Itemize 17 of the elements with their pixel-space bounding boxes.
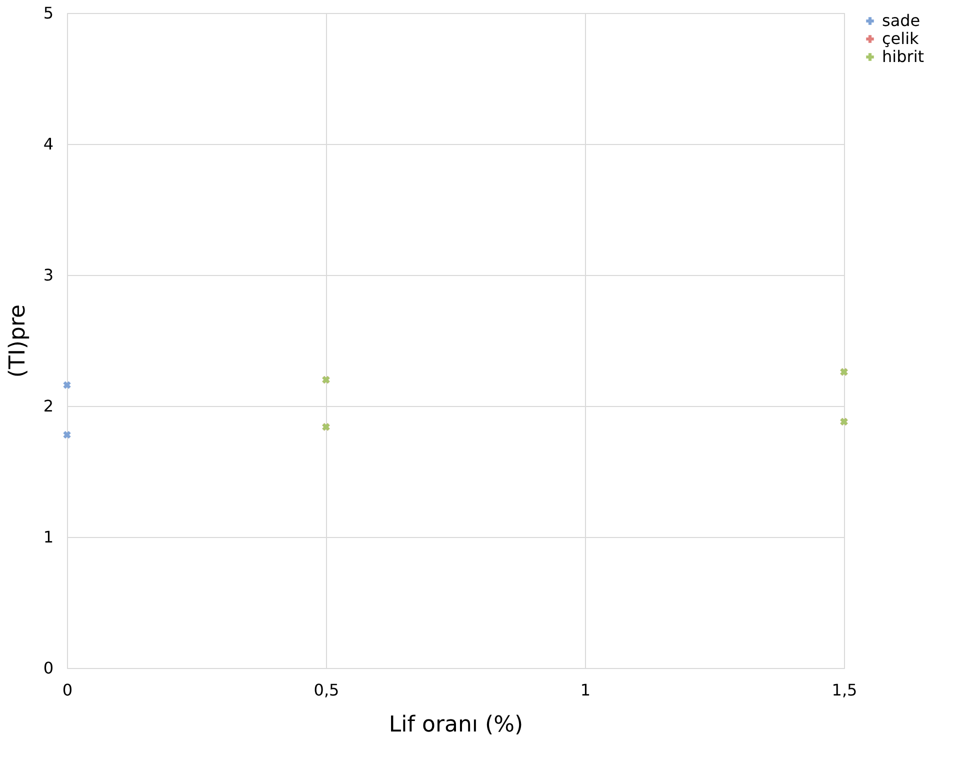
y-tick-label: 4 (43, 134, 54, 154)
x-tick-label: 0,5 (314, 680, 340, 700)
point (63, 381, 71, 389)
x-tick-label: 1,5 (832, 680, 858, 700)
y-tick-label: 2 (43, 396, 54, 416)
legend-label: sade (882, 11, 920, 30)
point (63, 430, 71, 439)
y-tick-label: 1 (43, 528, 54, 546)
x-tick-label: 0 (62, 680, 73, 700)
legend-label: çelik (882, 29, 920, 48)
legend-label: hibrit (882, 47, 924, 66)
y-tick-label: 5 (43, 4, 54, 22)
y-axis-title: (TI)pre (5, 304, 30, 378)
y-tick-label: 0 (43, 658, 54, 678)
x-tick-label: 1 (580, 680, 591, 700)
y-tick-label: 3 (43, 266, 54, 284)
x-axis-title: Lif oranı (%) (388, 712, 524, 738)
